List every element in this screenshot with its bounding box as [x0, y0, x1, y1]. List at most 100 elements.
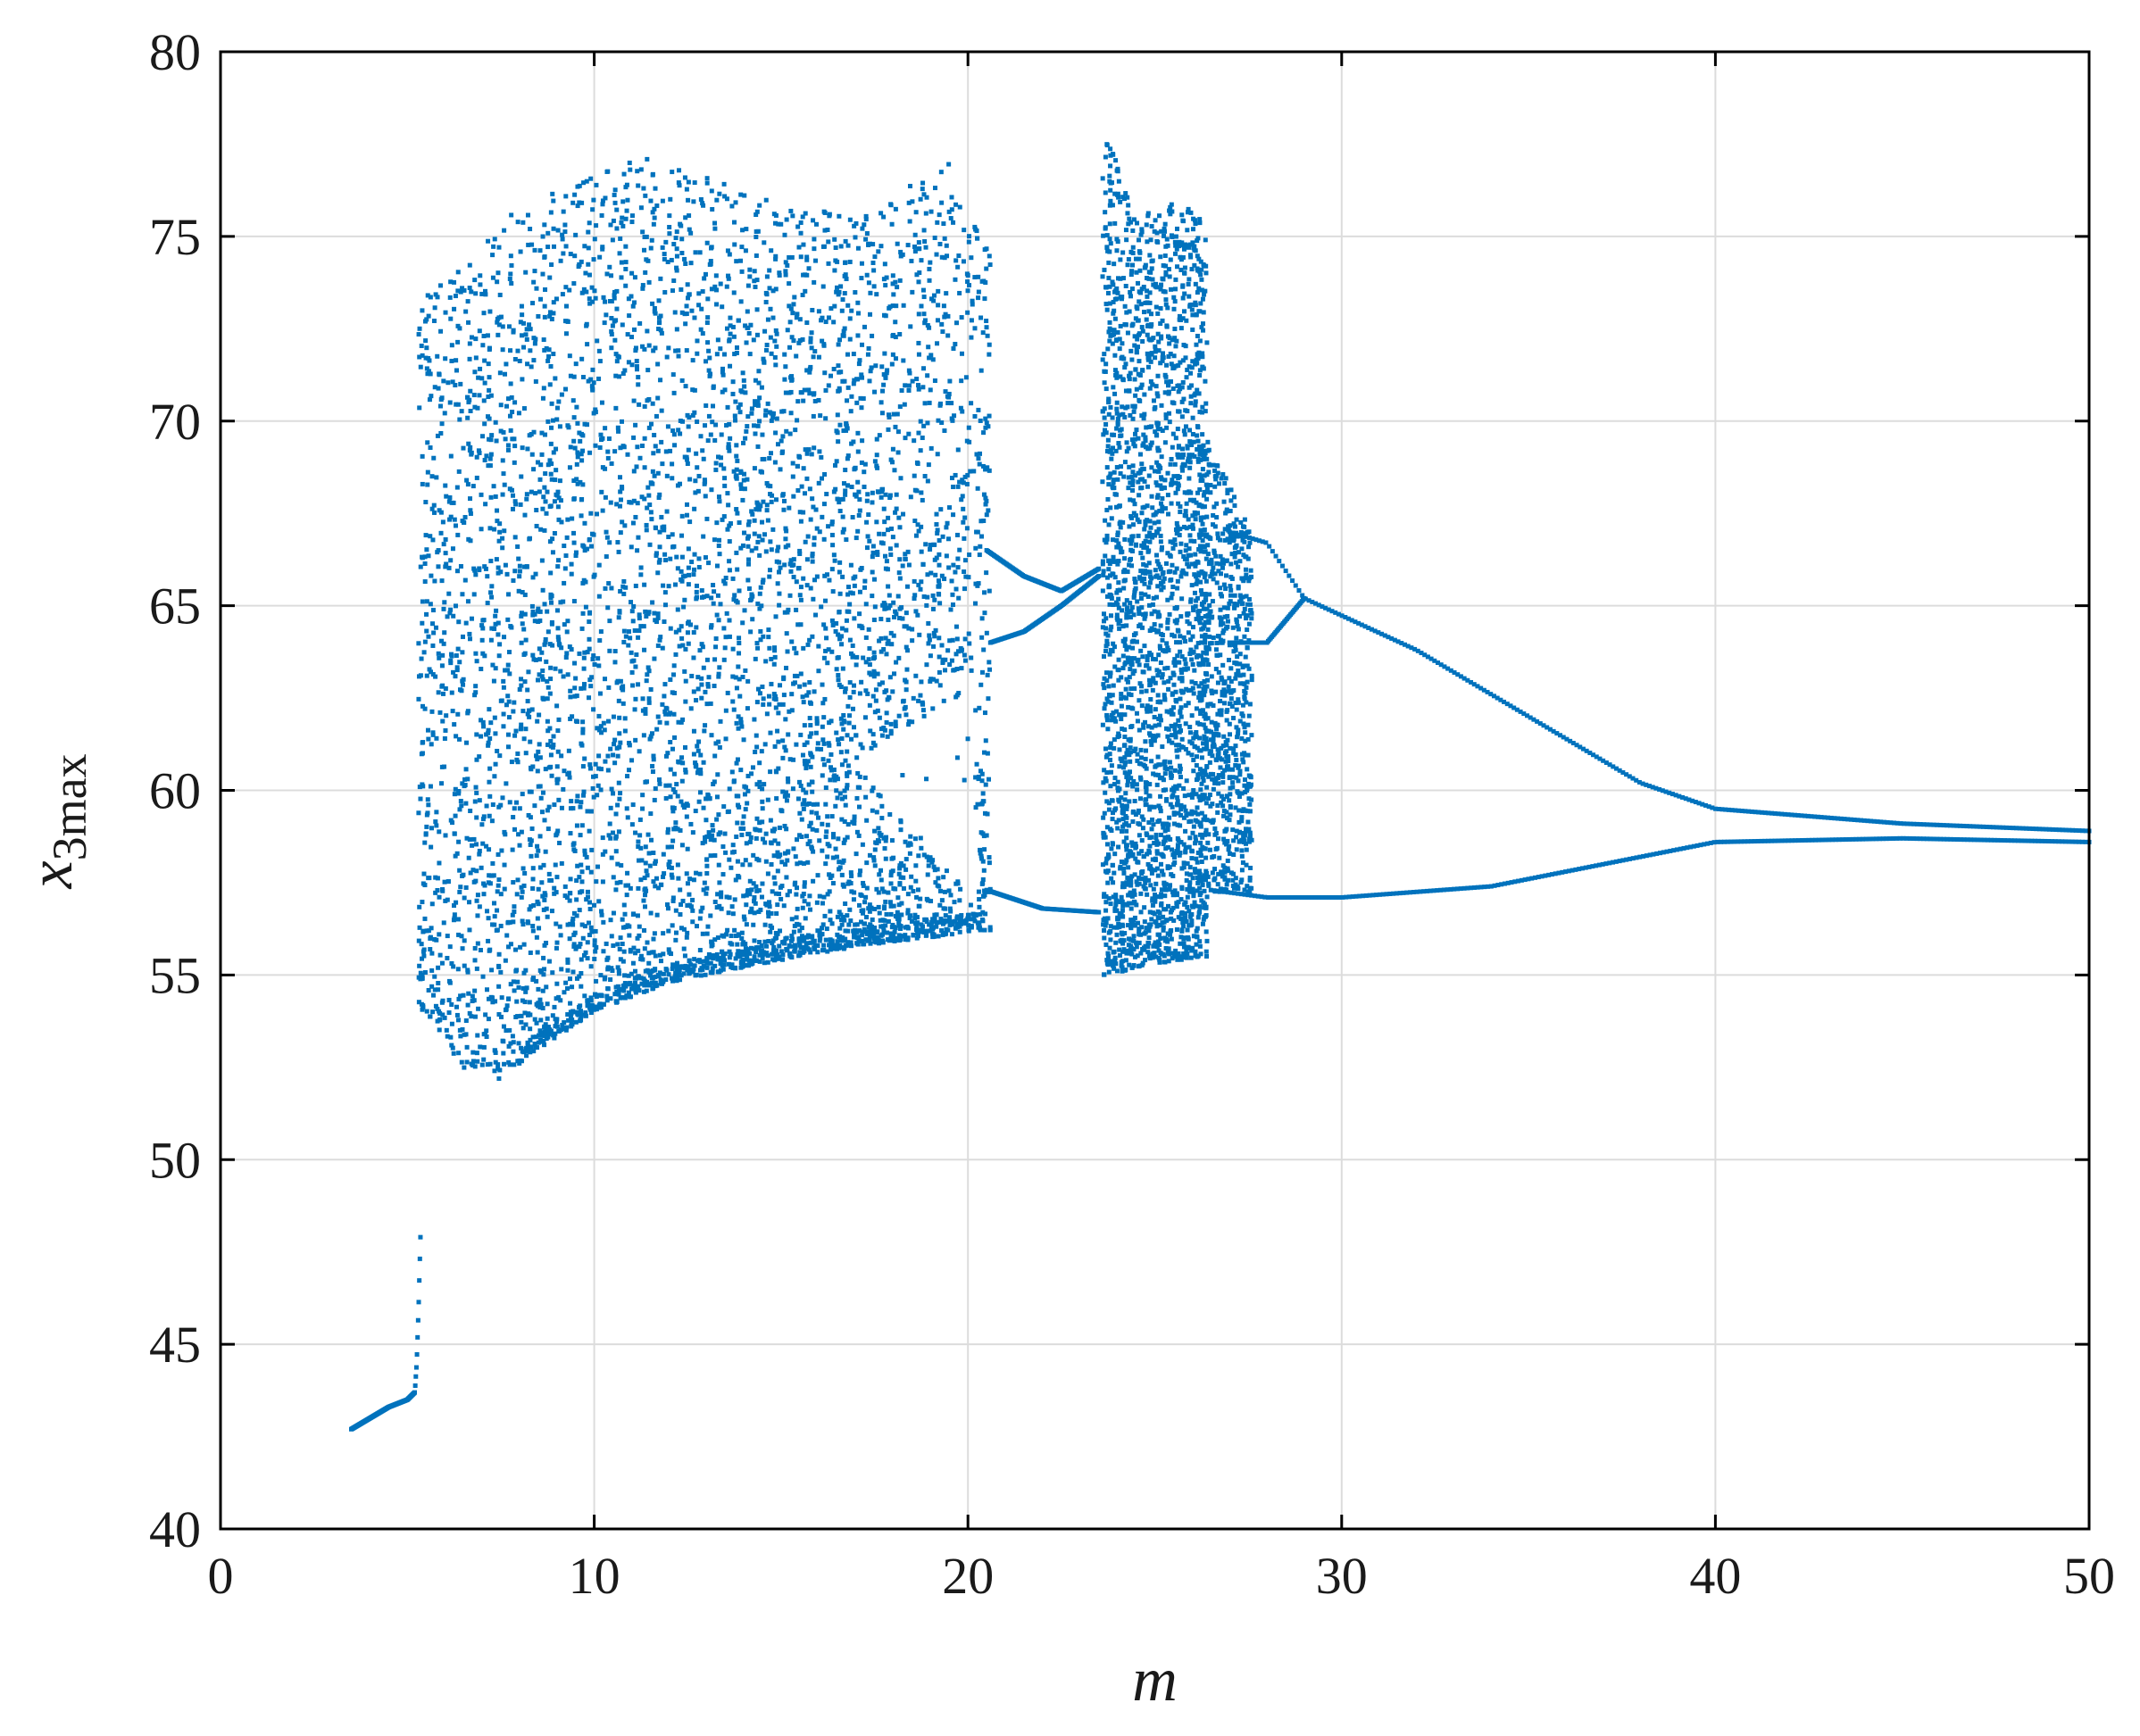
data-point — [949, 658, 954, 663]
data-point — [442, 630, 447, 635]
data-point — [490, 1000, 495, 1005]
data-point — [424, 547, 429, 552]
data-point — [534, 286, 539, 291]
data-point — [714, 817, 720, 822]
data-point — [888, 728, 894, 734]
data-point — [579, 800, 584, 805]
data-point — [553, 478, 558, 483]
data-point — [893, 279, 898, 285]
data-point — [420, 703, 425, 709]
data-point — [573, 676, 579, 681]
data-point — [517, 686, 522, 692]
data-point — [913, 210, 919, 215]
data-point — [942, 255, 947, 261]
data-point — [820, 922, 826, 927]
data-point — [789, 917, 795, 922]
data-point — [856, 489, 862, 494]
data-point — [555, 626, 561, 631]
data-point — [418, 796, 423, 802]
data-point — [780, 755, 786, 760]
data-point — [651, 451, 656, 456]
data-point — [488, 590, 494, 595]
data-point — [895, 594, 901, 599]
data-point — [937, 635, 942, 641]
data-point — [691, 877, 696, 883]
data-point — [743, 390, 748, 395]
data-point — [876, 826, 881, 831]
data-point — [482, 564, 487, 569]
data-point — [641, 186, 646, 191]
data-point — [984, 319, 989, 324]
data-point — [903, 712, 909, 718]
data-point — [838, 750, 844, 755]
data-point — [919, 258, 924, 263]
data-point — [972, 413, 978, 419]
data-point — [472, 958, 478, 963]
data-point — [579, 869, 585, 875]
data-point — [510, 847, 515, 852]
data-point — [523, 727, 529, 732]
data-point — [937, 401, 943, 406]
data-point — [865, 534, 870, 539]
data-point — [670, 923, 675, 928]
data-point — [580, 730, 586, 735]
data-point — [890, 333, 895, 338]
data-point — [690, 830, 695, 835]
data-point — [477, 851, 482, 857]
data-point — [647, 973, 653, 978]
data-point — [516, 411, 521, 416]
data-point — [618, 935, 623, 941]
data-point — [468, 511, 473, 516]
data-point — [538, 462, 544, 468]
data-point — [802, 682, 807, 687]
data-point — [900, 563, 905, 569]
data-point — [726, 276, 731, 281]
data-point — [477, 450, 482, 455]
data-point — [569, 799, 574, 804]
data-point — [950, 602, 955, 608]
data-point — [740, 543, 745, 548]
data-point — [553, 666, 558, 671]
data-point — [742, 486, 747, 492]
data-point — [878, 617, 884, 622]
data-point — [510, 506, 515, 511]
data-point — [483, 292, 488, 297]
data-point — [921, 192, 927, 197]
data-point — [730, 324, 736, 329]
data-point — [790, 311, 795, 316]
data-point — [587, 766, 593, 771]
data-point — [929, 296, 935, 302]
data-point — [956, 595, 962, 601]
data-point — [857, 358, 862, 363]
data-point — [579, 743, 585, 748]
data-point — [745, 536, 751, 541]
data-point — [602, 320, 607, 326]
data-point — [781, 903, 787, 909]
data-point — [488, 559, 494, 564]
data-point — [834, 788, 839, 793]
data-point — [592, 661, 597, 667]
data-point — [772, 338, 778, 344]
data-point — [575, 450, 580, 455]
data-point — [458, 799, 463, 804]
data-point — [687, 876, 693, 882]
data-point — [661, 583, 666, 588]
data-point — [730, 674, 736, 679]
data-point — [897, 278, 903, 283]
data-point — [547, 275, 553, 280]
data-point — [798, 230, 804, 236]
data-point — [628, 885, 633, 891]
data-point — [819, 746, 824, 752]
data-point — [422, 579, 428, 585]
data-point — [534, 753, 539, 759]
data-point — [526, 920, 531, 926]
data-point — [492, 527, 497, 532]
data-point — [648, 421, 654, 427]
data-point — [530, 924, 536, 929]
data-point — [608, 918, 613, 923]
data-point — [987, 468, 992, 473]
data-point — [833, 846, 838, 851]
data-point — [745, 831, 751, 836]
data-point — [695, 748, 701, 753]
data-point — [605, 965, 611, 970]
